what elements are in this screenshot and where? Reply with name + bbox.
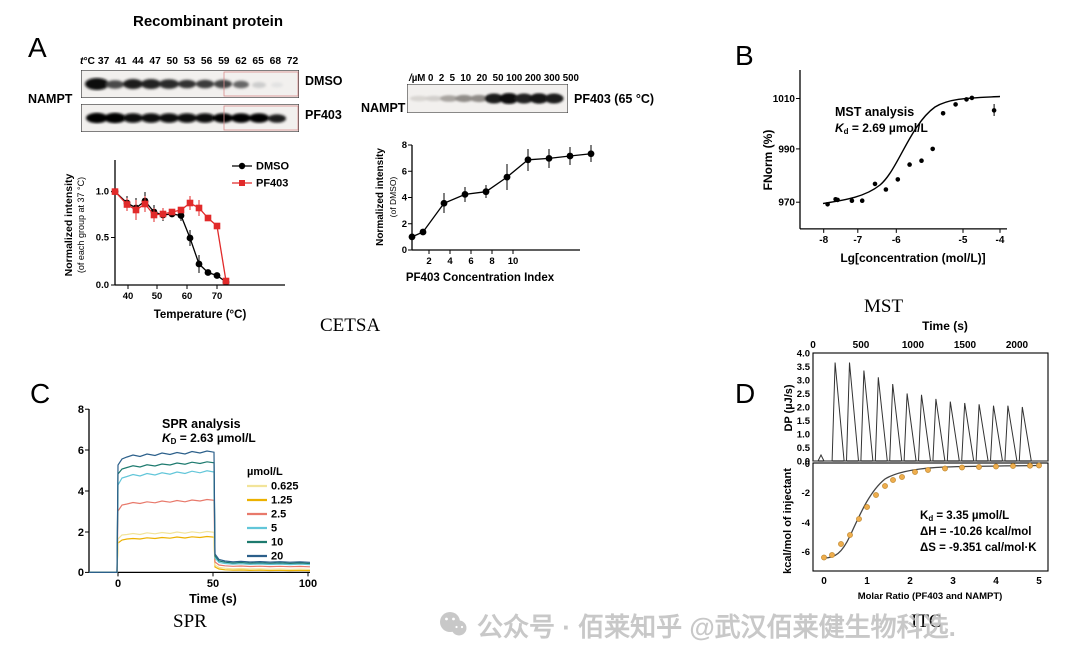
svg-text:ΔS = -9.351 cal/mol·K: ΔS = -9.351 cal/mol·K	[920, 542, 1037, 554]
svg-text:MST analysis: MST analysis	[835, 105, 914, 119]
svg-text:1500: 1500	[954, 340, 977, 351]
svg-text:8: 8	[78, 404, 84, 416]
svg-text:1.0: 1.0	[96, 187, 109, 198]
svg-text:970: 970	[778, 198, 795, 209]
svg-text:2.5: 2.5	[271, 509, 286, 521]
svg-text:50: 50	[152, 291, 163, 302]
svg-text:Molar Ratio (PF403 and NAMPT): Molar Ratio (PF403 and NAMPT)	[858, 591, 1003, 602]
svg-text:PF403 Concentration Index: PF403 Concentration Index	[406, 272, 555, 284]
svg-text:(of DMSO): (of DMSO)	[388, 177, 398, 218]
svg-text:70: 70	[212, 291, 223, 302]
svg-text:2.0: 2.0	[797, 403, 810, 414]
svg-text:500: 500	[853, 340, 870, 351]
svg-text:SPR analysis: SPR analysis	[162, 417, 241, 431]
svg-text:2: 2	[426, 256, 431, 267]
svg-text:0.0: 0.0	[96, 280, 109, 291]
svg-text:kcal/mol of injectant: kcal/mol of injectant	[782, 468, 794, 574]
svg-text:Normalized intensity: Normalized intensity	[63, 174, 75, 277]
svg-text:0: 0	[115, 578, 121, 590]
svg-text:0: 0	[805, 459, 810, 470]
svg-text:8: 8	[489, 256, 494, 267]
svg-text:Time (s): Time (s)	[189, 592, 237, 606]
svg-text:-7: -7	[853, 235, 862, 246]
svg-text:FNorm (%): FNorm (%)	[761, 130, 775, 191]
svg-text:-2: -2	[802, 488, 810, 499]
svg-text:10: 10	[508, 256, 519, 267]
svg-text:-6: -6	[892, 235, 901, 246]
svg-text:50: 50	[207, 578, 219, 590]
svg-text:2: 2	[907, 576, 913, 587]
svg-text:1.25: 1.25	[271, 495, 292, 507]
svg-text:4: 4	[402, 193, 408, 204]
svg-text:Normalized intensity: Normalized intensity	[375, 148, 386, 246]
svg-text:Time (s): Time (s)	[922, 319, 968, 333]
svg-text:0.5: 0.5	[96, 233, 110, 244]
svg-text:0.625: 0.625	[271, 481, 299, 493]
svg-text:2000: 2000	[1006, 340, 1029, 351]
svg-text:DMSO: DMSO	[256, 161, 289, 173]
svg-text:0: 0	[78, 567, 84, 579]
svg-text:100: 100	[299, 578, 317, 590]
svg-text:-4: -4	[802, 518, 811, 529]
svg-text:(of each group at 37 °C): (of each group at 37 °C)	[76, 177, 86, 273]
svg-text:-6: -6	[802, 547, 810, 558]
svg-text:0.5: 0.5	[797, 443, 811, 454]
svg-text:ΔH = -10.26 kcal/mol: ΔH = -10.26 kcal/mol	[920, 526, 1032, 538]
svg-text:1.5: 1.5	[797, 416, 811, 427]
svg-text:4: 4	[78, 486, 85, 498]
svg-text:5: 5	[1036, 576, 1042, 587]
svg-text:3: 3	[950, 576, 956, 587]
svg-text:PF403: PF403	[256, 178, 288, 190]
svg-text:DP (µJ/s): DP (µJ/s)	[783, 384, 795, 431]
svg-text:µmol/L: µmol/L	[247, 466, 283, 478]
svg-text:2: 2	[402, 219, 407, 230]
svg-text:KD = 2.63 µmol/L: KD = 2.63 µmol/L	[162, 431, 256, 446]
svg-text:1: 1	[864, 576, 870, 587]
svg-text:3.5: 3.5	[797, 362, 811, 373]
svg-text:4: 4	[447, 256, 453, 267]
svg-text:20: 20	[271, 551, 283, 563]
svg-text:40: 40	[123, 291, 134, 302]
svg-text:4: 4	[993, 576, 999, 587]
svg-text:6: 6	[78, 445, 84, 457]
svg-text:1000: 1000	[902, 340, 925, 351]
svg-text:8: 8	[402, 140, 407, 151]
svg-text:Kd = 2.69 µmol/L: Kd = 2.69 µmol/L	[835, 121, 928, 136]
svg-text:0: 0	[821, 576, 827, 587]
svg-text:2.5: 2.5	[797, 389, 811, 400]
svg-text:0: 0	[402, 245, 407, 256]
svg-text:5: 5	[271, 523, 277, 535]
svg-text:-4: -4	[996, 235, 1005, 246]
svg-text:1.0: 1.0	[797, 430, 810, 441]
svg-text:Kd = 3.35 µmol/L: Kd = 3.35 µmol/L	[920, 510, 1009, 523]
svg-text:4.0: 4.0	[797, 349, 810, 360]
svg-text:0: 0	[810, 340, 816, 351]
svg-text:2: 2	[78, 527, 84, 539]
svg-text:1010: 1010	[773, 94, 796, 105]
svg-text:6: 6	[402, 166, 407, 177]
svg-text:10: 10	[271, 537, 283, 549]
svg-text:Lg[concentration (mol/L)]: Lg[concentration (mol/L)]	[840, 251, 985, 265]
svg-text:60: 60	[182, 291, 193, 302]
svg-text:3.0: 3.0	[797, 376, 810, 387]
svg-text:Temperature (°C): Temperature (°C)	[154, 309, 247, 321]
svg-text:990: 990	[778, 144, 795, 155]
svg-text:-8: -8	[819, 235, 828, 246]
svg-text:6: 6	[468, 256, 473, 267]
svg-text:-5: -5	[959, 235, 968, 246]
